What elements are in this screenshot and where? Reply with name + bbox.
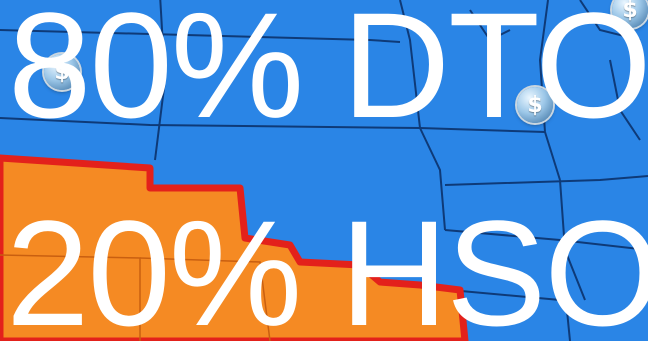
coin-symbol: $ [527, 92, 543, 118]
coin-symbol: $ [54, 59, 70, 85]
region-inner-borders [0, 254, 271, 341]
dollar-coin-icon: $ [612, 0, 648, 28]
headline-hso: 20% HSO [6, 189, 648, 341]
dollar-coin-icon: $ [517, 87, 553, 123]
highlighted-region [0, 154, 469, 341]
headline-dto: 80% DTO [8, 0, 648, 149]
coin-symbol: $ [622, 0, 638, 23]
dollar-coin-icon: $ [44, 54, 80, 90]
